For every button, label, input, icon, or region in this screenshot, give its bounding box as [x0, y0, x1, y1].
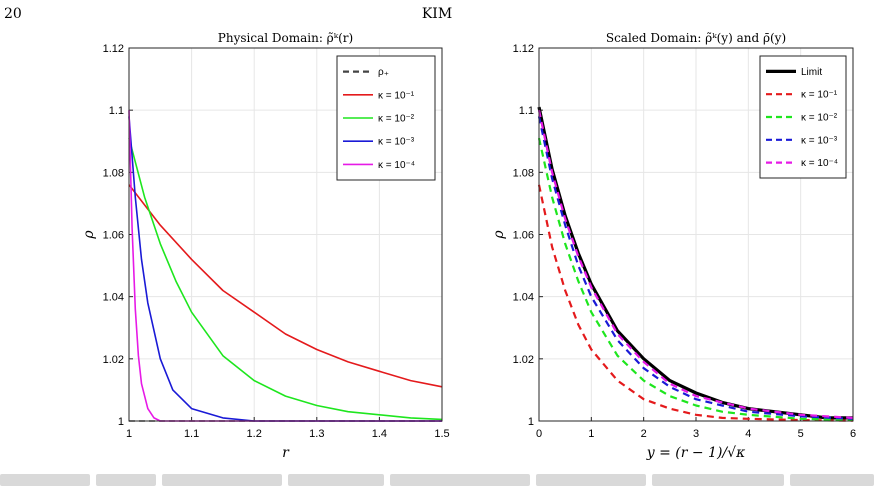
x-tick-label: 0 [536, 428, 542, 440]
y-tick-label: 1.12 [103, 43, 124, 55]
legend-label-2: κ = 10⁻¹ [378, 90, 415, 101]
x-tick-label: 1 [126, 428, 132, 440]
chart-title: Scaled Domain: ρ̃ᵏ(y) and ρ̄(y) [606, 31, 786, 45]
x-tick-label: 1.1 [184, 428, 199, 440]
series-line-3 [537, 137, 854, 422]
legend-label-3: κ = 10⁻² [378, 114, 415, 125]
x-tick-label: 1.3 [309, 428, 324, 440]
legend-label-4: κ = 10⁻³ [378, 137, 415, 148]
series-line-4 [537, 116, 854, 420]
y-tick-label: 1.04 [103, 292, 124, 304]
x-tick-label: 4 [745, 428, 751, 440]
y-tick-label: 1.06 [513, 230, 534, 242]
x-tick-label: 1.4 [372, 428, 387, 440]
y-tick-label: 1.06 [103, 230, 124, 242]
running-head: KIM [421, 6, 453, 22]
legend: Limit κ = 10⁻¹ κ = 10⁻² κ = 10⁻³ κ = 10⁻⁴ [759, 55, 847, 179]
y-tick-label: 1.12 [513, 43, 534, 55]
legend-label-1: ρ₊ [378, 67, 389, 78]
y-axis-label: ρ [81, 230, 97, 240]
legend-label-5: κ = 10⁻⁴ [378, 160, 415, 171]
legend-box [759, 55, 847, 179]
legend-label-3: κ = 10⁻² [801, 113, 838, 124]
y-tick-label: 1.02 [513, 354, 534, 366]
y-tick-label: 1.08 [103, 167, 124, 179]
x-tick-label: 6 [850, 428, 856, 440]
axes-box [538, 47, 854, 422]
y-axis-label: ρ [491, 230, 507, 240]
y-tick-label: 1 [528, 416, 534, 428]
series-line-5 [537, 109, 854, 419]
x-tick-label: 5 [798, 428, 804, 440]
legend-label-1: Limit [801, 67, 822, 78]
caption-redacted [0, 470, 874, 493]
y-tick-label: 1.04 [513, 292, 534, 304]
x-tick-label: 3 [693, 428, 699, 440]
axes-box [128, 47, 443, 422]
y-tick-label: 1.1 [519, 105, 534, 117]
x-tick-label: 1 [588, 428, 594, 440]
y-tick-label: 1.1 [109, 105, 124, 117]
page-number: 20 [4, 6, 22, 22]
series-line-3 [128, 137, 443, 421]
legend: ρ₊ κ = 10⁻¹ κ = 10⁻² κ = 10⁻³ κ = 10⁻⁴ [336, 55, 436, 181]
y-tick-label: 1.08 [513, 167, 534, 179]
y-tick-label: 1 [118, 416, 124, 428]
x-tick-label: 2 [641, 428, 647, 440]
legend-label-2: κ = 10⁻¹ [801, 90, 838, 101]
chart-1: 1 1.1 1.2 1.3 1.4 1.5 1 1.02 1.04 1.06 1.08 1.1 1.12… [81, 31, 450, 461]
x-tick-label: 1.5 [434, 428, 449, 440]
legend-label-5: κ = 10⁻⁴ [801, 158, 838, 169]
x-tick-label: 1.2 [247, 428, 262, 440]
series-line-2 [537, 184, 854, 422]
series-line-2 [128, 184, 443, 388]
x-axis-label: r [282, 445, 290, 461]
x-axis-label: y = (r − 1)/√κ [646, 445, 746, 461]
y-tick-label: 1.02 [103, 354, 124, 366]
legend-label-4: κ = 10⁻³ [801, 135, 838, 146]
chart-title: Physical Domain: ρ̃ᵏ(r) [218, 31, 353, 45]
